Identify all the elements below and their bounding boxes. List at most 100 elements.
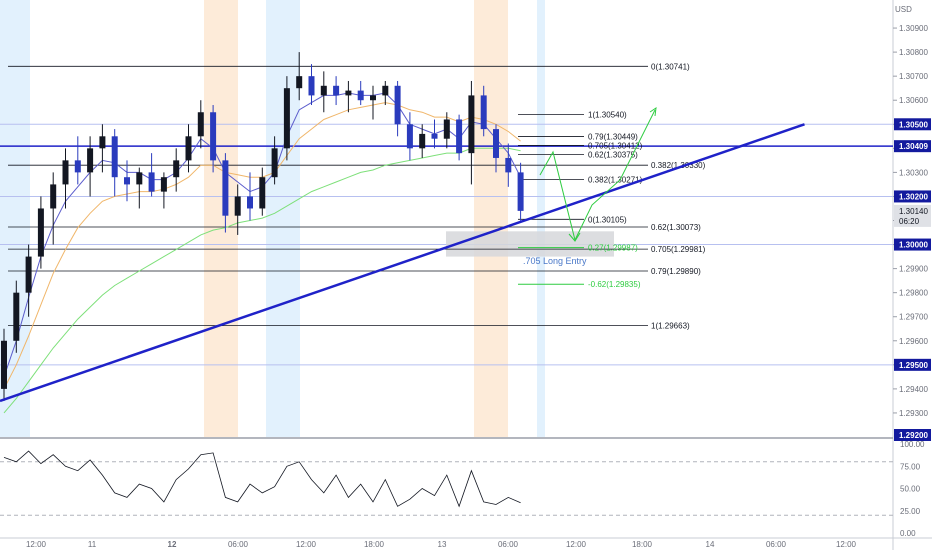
candle-body	[419, 133, 426, 149]
price-tick-label: 1.30600	[899, 96, 928, 105]
price-badge-label: 1.29200	[899, 431, 928, 440]
price-tick-label: 1.30800	[899, 48, 928, 57]
time-tick-label: 12:00	[836, 540, 857, 549]
candle-body	[394, 85, 401, 125]
price-tick-label: 1.30700	[899, 72, 928, 81]
ema-fast-line	[3, 92, 522, 378]
rsi-panel	[0, 450, 893, 516]
candle-body	[345, 90, 352, 96]
candle-body	[259, 177, 266, 209]
candle-body	[185, 136, 192, 161]
fib-label-green: -0.62(1.29835)	[588, 280, 641, 289]
price-badge	[894, 140, 931, 153]
time-tick-label: 06:00	[228, 540, 249, 549]
price-badge	[894, 429, 931, 441]
candle-body	[148, 172, 155, 192]
fib-label-small: 0.79(1.30449)	[588, 133, 638, 142]
time-tick-label: 18:00	[632, 540, 653, 549]
candle-body	[197, 112, 204, 137]
price-badge	[894, 190, 931, 203]
price-badge	[894, 358, 931, 371]
fib-label: 0.382(1.30330)	[651, 161, 706, 170]
session-shade	[204, 0, 238, 437]
candle-body	[136, 172, 143, 185]
arrow-head	[649, 106, 657, 117]
current-price-badge	[894, 204, 931, 227]
fib-label-small: 0.382(1.30271)	[588, 175, 643, 184]
rsi-tick-label: 50.00	[900, 485, 921, 494]
candle-body	[173, 160, 180, 178]
candle-body	[37, 208, 44, 257]
session-shade	[266, 0, 300, 437]
rsi-tick-label: 0.00	[900, 529, 916, 538]
candle-body	[124, 177, 130, 185]
fib-label: 0.705(1.29981)	[651, 245, 706, 254]
candle-body	[271, 148, 278, 178]
price-badge-label: 1.30000	[899, 241, 928, 250]
candlesticks	[1, 52, 524, 401]
price-axis[interactable]: 1.30900 1.30800 1.30700 1.30600 1.30500 1.304…	[893, 24, 931, 538]
candle-body	[87, 148, 94, 173]
price-tick-label: 1.29600	[899, 337, 928, 346]
drawings[interactable]	[0, 106, 805, 403]
session-shading	[0, 0, 545, 437]
price-badge-label: 1.30500	[899, 120, 928, 129]
candle-body	[25, 256, 32, 293]
rsi-tick-label: 25.00	[900, 507, 921, 516]
candle-body	[480, 95, 487, 130]
fib-label-small: 0(1.30105)	[588, 215, 627, 224]
candle-body	[382, 85, 389, 96]
time-tick-label: 12:00	[296, 540, 317, 549]
candle-body	[505, 157, 512, 173]
trendline	[0, 123, 805, 403]
time-tick-label: 12	[168, 540, 177, 549]
candle-body	[222, 160, 229, 216]
candle-body	[468, 95, 475, 154]
bar-countdown: 06:20	[899, 217, 920, 226]
price-badge-label: 1.30200	[899, 192, 928, 201]
time-tick-label: 12:00	[566, 540, 587, 549]
fib-label-small: 1(1.30540)	[588, 111, 627, 120]
candle-body	[456, 119, 463, 154]
time-tick-label: 12:00	[26, 540, 47, 549]
price-badge	[894, 118, 931, 131]
time-axis[interactable]: 12:00 11 12 06:00 12:00 18:00 13 06:00 12:00 18:0…	[26, 540, 857, 549]
candle-body	[247, 196, 253, 209]
price-badge-label: 1.29500	[899, 361, 928, 370]
fibonacci-levels[interactable]: 0(1.30741) 0.382(1.30330) 0.62(1.30073) 0.7…	[8, 62, 706, 331]
price-tick-label: 1.29800	[899, 289, 928, 298]
candle-body	[320, 85, 327, 96]
session-shade	[474, 0, 508, 437]
price-tick-label: 1.29900	[899, 265, 928, 274]
fib-label-small: 0.62(1.30375)	[588, 150, 638, 159]
time-tick-label: 06:00	[766, 540, 787, 549]
candle-body	[111, 136, 118, 178]
candle-body	[99, 136, 106, 149]
fib-label: 1(1.29663)	[651, 322, 690, 331]
time-tick-label: 13	[438, 540, 447, 549]
price-tick-label: 1.30300	[899, 168, 928, 177]
candle-body	[443, 119, 450, 139]
price-tick-label: 1.30900	[899, 24, 928, 33]
projection-path	[539, 109, 656, 242]
fib-label-green: 0.27(1.29987)	[588, 244, 638, 253]
ema-slow-line	[3, 147, 521, 414]
candle-body	[62, 160, 69, 185]
candle-body	[517, 172, 524, 211]
price-tick-label: 1.29300	[899, 409, 928, 418]
time-tick-label: 06:00	[498, 540, 519, 549]
time-tick-label: 18:00	[364, 540, 385, 549]
candle-body	[1, 340, 7, 389]
candle-body	[210, 112, 217, 161]
candle-body	[493, 129, 499, 158]
fib-label: 0(1.30741)	[651, 62, 690, 71]
candle-body	[74, 160, 81, 173]
time-tick-label: 11	[88, 540, 97, 549]
fib-label: 0.62(1.30073)	[651, 223, 701, 232]
price-tick-label: 1.29400	[899, 385, 928, 394]
time-tick-label: 14	[706, 540, 715, 549]
entry-zone	[446, 231, 614, 257]
candle-body	[406, 124, 413, 149]
